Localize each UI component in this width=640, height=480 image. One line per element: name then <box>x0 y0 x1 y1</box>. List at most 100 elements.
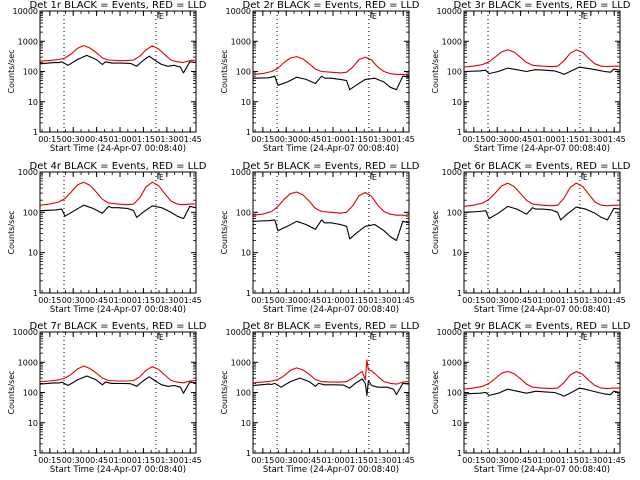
y-tick-label: 100 <box>447 208 462 217</box>
y-tick-label: 10 <box>241 98 251 107</box>
annotation-label: E <box>372 173 377 182</box>
plot-frame <box>252 171 410 294</box>
x-tick-label: 01:45 <box>179 456 202 465</box>
y-tick-label: 1 <box>246 449 251 458</box>
y-tick-label: 1000 <box>442 168 462 177</box>
x-tick-label: 01:30 <box>368 456 391 465</box>
y-tick-label: 10000 <box>13 328 38 337</box>
x-tick-label: 00:45 <box>509 296 532 305</box>
series-events-line <box>39 375 197 394</box>
x-tick-label: 01:00 <box>321 135 344 144</box>
y-tick-label: 100 <box>23 208 38 217</box>
x-tick-label: 00:45 <box>298 296 321 305</box>
x-tick-label: 01:45 <box>179 135 202 144</box>
y-axis-label: Counts/sec <box>220 49 229 93</box>
x-tick-label: 01:45 <box>603 135 626 144</box>
x-tick-label: 01:15 <box>132 296 155 305</box>
x-tick-label: 00:30 <box>62 135 85 144</box>
x-tick-label: 01:15 <box>556 135 579 144</box>
x-tick-label: 01:00 <box>321 296 344 305</box>
x-tick-label: 01:15 <box>345 296 368 305</box>
y-axis-label: Counts/sec <box>220 370 229 414</box>
y-tick-label: 1000 <box>18 168 38 177</box>
chart-title: Det 7r BLACK = Events, RED = LLD <box>30 321 207 332</box>
x-tick-label: 01:45 <box>392 456 415 465</box>
x-tick-label: 01:15 <box>132 135 155 144</box>
series-events-line <box>252 219 410 242</box>
annotation-label: E <box>583 12 588 21</box>
y-tick-label: 1000 <box>231 168 251 177</box>
y-tick-label: 1000 <box>18 358 38 367</box>
x-tick-label: 00:15 <box>251 456 274 465</box>
chart-title: Det 5r BLACK = Events, RED = LLD <box>243 161 420 172</box>
y-axis-label: Counts/sec <box>7 49 16 93</box>
y-tick-label: 1000 <box>18 37 38 46</box>
plot-frame <box>39 171 197 294</box>
annotation-label: E <box>583 173 588 182</box>
x-tick-label: 00:15 <box>462 135 485 144</box>
x-axis-label: Start Time (24-Apr-07 00:08:40) <box>474 465 610 475</box>
y-tick-label: 100 <box>236 208 251 217</box>
y-tick-label: 10000 <box>226 328 251 337</box>
x-tick-label: 01:00 <box>321 456 344 465</box>
x-tick-label: 01:00 <box>108 456 131 465</box>
x-tick-label: 01:30 <box>579 296 602 305</box>
x-tick-label: 01:15 <box>345 135 368 144</box>
series-lld-line <box>252 191 410 217</box>
chart-title: Det 2r BLACK = Events, RED = LLD <box>243 0 420 11</box>
x-tick-label: 00:45 <box>509 135 532 144</box>
y-tick-label: 1000 <box>231 358 251 367</box>
y-tick-label: 100 <box>236 389 251 398</box>
y-tick-label: 10 <box>28 419 38 428</box>
x-tick-label: 01:30 <box>368 135 391 144</box>
y-tick-label: 10 <box>452 249 462 258</box>
chart-panel-1: Det 1r BLACK = Events, RED = LLD 1 10 100 10… <box>7 0 207 154</box>
x-tick-label: 00:30 <box>486 135 509 144</box>
series-lld-line <box>463 49 620 68</box>
y-tick-label: 10000 <box>13 7 38 16</box>
x-tick-label: 00:30 <box>275 296 298 305</box>
annotation-label: E <box>159 12 164 21</box>
x-axis-label: Start Time (24-Apr-07 00:08:40) <box>263 144 399 154</box>
annotation-label: E <box>583 333 588 342</box>
x-tick-label: 00:45 <box>298 456 321 465</box>
series-lld-line <box>39 365 197 384</box>
x-tick-label: 00:30 <box>62 296 85 305</box>
y-tick-label: 1 <box>457 289 462 298</box>
x-tick-label: 01:30 <box>368 296 391 305</box>
series-events-line <box>252 377 410 396</box>
x-tick-label: 00:15 <box>38 456 61 465</box>
y-tick-label: 10 <box>28 249 38 258</box>
y-tick-label: 1 <box>246 289 251 298</box>
chart-panel-7: Det 7r BLACK = Events, RED = LLD 1 10 100 10… <box>7 321 207 475</box>
annotation-label: E <box>372 333 377 342</box>
chart-panel-9: Det 9r BLACK = Events, RED = LLD 1 10 100 10… <box>431 321 631 475</box>
y-axis-label: Counts/sec <box>431 370 440 414</box>
y-tick-label: 10 <box>241 249 251 258</box>
chart-title: Det 1r BLACK = Events, RED = LLD <box>30 0 207 11</box>
plot-frame <box>39 331 197 454</box>
x-axis-label: Start Time (24-Apr-07 00:08:40) <box>474 305 610 315</box>
x-tick-label: 00:15 <box>462 296 485 305</box>
x-axis-label: Start Time (24-Apr-07 00:08:40) <box>50 144 186 154</box>
y-tick-label: 10000 <box>437 7 462 16</box>
x-tick-label: 00:45 <box>85 456 108 465</box>
chart-panel-5: Det 5r BLACK = Events, RED = LLD 1 10 100 10… <box>220 161 420 315</box>
plot-frame <box>39 10 197 133</box>
series-events-line <box>39 54 197 74</box>
y-tick-label: 1 <box>33 128 38 137</box>
chart-panel-8: Det 8r BLACK = Events, RED = LLD 1 10 100 10… <box>220 321 420 475</box>
y-tick-label: 10 <box>241 419 251 428</box>
x-tick-label: 01:15 <box>556 296 579 305</box>
x-tick-label: 01:45 <box>603 456 626 465</box>
plot-frame <box>463 171 621 294</box>
y-tick-label: 100 <box>23 68 38 77</box>
x-axis-label: Start Time (24-Apr-07 00:08:40) <box>50 465 186 475</box>
x-tick-label: 01:30 <box>155 296 178 305</box>
series-events-line <box>463 387 621 397</box>
series-lld-line <box>39 45 197 63</box>
x-tick-label: 01:00 <box>532 135 555 144</box>
x-tick-label: 00:15 <box>38 296 61 305</box>
series-events-line <box>463 66 621 75</box>
